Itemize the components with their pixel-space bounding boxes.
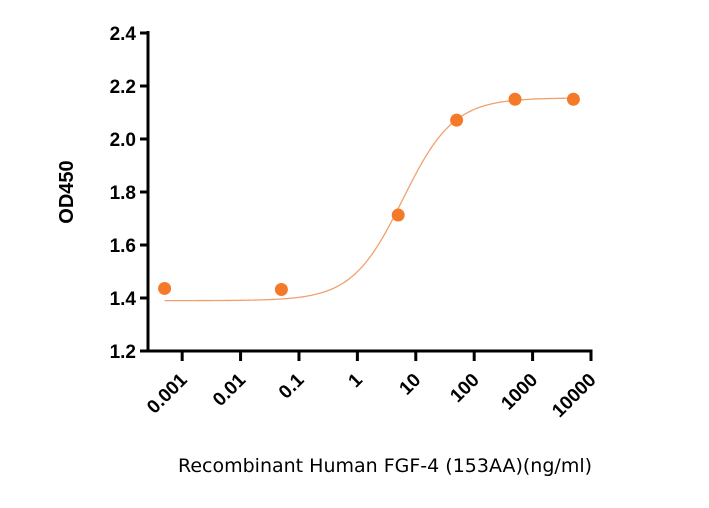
data-point — [391, 208, 405, 222]
x-tick-label: 1000 — [497, 370, 542, 415]
y-tick-label: 2.4 — [110, 24, 137, 45]
data-point — [508, 92, 522, 106]
data-point — [566, 92, 580, 106]
x-tick-label: 10000 — [548, 370, 600, 422]
y-tick-label: 1.8 — [110, 183, 136, 204]
y-tick-label: 1.4 — [110, 289, 137, 310]
x-tick-label: 0.1 — [275, 369, 309, 403]
y-tick-label: 2.0 — [110, 130, 136, 151]
x-tick-label: 1 — [345, 369, 368, 392]
x-tick-label: 10 — [396, 370, 426, 400]
y-tick-label: 2.2 — [110, 77, 136, 98]
fit-curve — [164, 97, 574, 302]
y-tick-label: 1.6 — [110, 236, 136, 257]
x-tick-label: 0.001 — [143, 369, 192, 418]
y-tick-label: 1.2 — [110, 342, 136, 363]
x-tick-label: 100 — [446, 370, 483, 407]
x-tick-label: 0.01 — [209, 369, 250, 410]
data-point — [274, 283, 288, 297]
data-point — [450, 113, 464, 127]
x-axis-title: Recombinant Human FGF-4 (153AA)(ng/ml) — [178, 455, 592, 477]
data-point — [158, 281, 172, 295]
y-axis-title: OD450 — [56, 160, 78, 223]
